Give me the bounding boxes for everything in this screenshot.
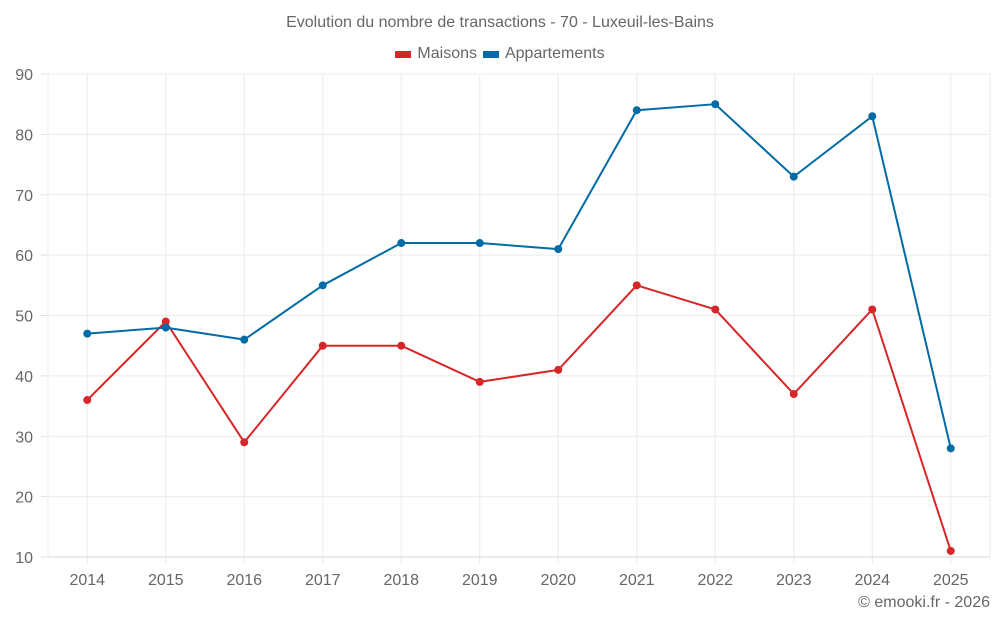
x-tick-label: 2024 [854, 572, 890, 589]
x-tick-label: 2016 [226, 572, 262, 589]
data-point-appartements [83, 329, 92, 338]
y-tick-label: 10 [15, 550, 33, 567]
y-tick-label: 80 [15, 127, 33, 144]
y-tick-label: 90 [15, 67, 33, 84]
legend: Maisons Appartements [0, 45, 1000, 63]
legend-item-appartements[interactable]: Appartements [482, 45, 605, 63]
series-group [83, 100, 955, 555]
y-tick-label: 60 [15, 248, 33, 265]
x-tick-label: 2020 [540, 572, 576, 589]
data-point-maisons [946, 546, 955, 555]
data-point-maisons [868, 305, 877, 314]
tick-labels: 10 20 30 40 50 60 70 80 90 2014 2015 2016 2017 2018 20… [15, 67, 968, 589]
x-tick-label: 2018 [383, 572, 419, 589]
data-point-appartements [711, 100, 720, 109]
data-point-appartements [789, 172, 798, 181]
x-tick-label: 2021 [619, 572, 655, 589]
data-point-appartements [475, 239, 484, 248]
x-tick-label: 2022 [697, 572, 733, 589]
data-point-appartements [868, 112, 877, 121]
data-point-appartements [318, 281, 327, 290]
y-tick-label: 70 [15, 188, 33, 205]
legend-label-appartements: Appartements [504, 45, 605, 62]
data-point-appartements [632, 106, 641, 115]
y-tick-label: 20 [15, 490, 33, 507]
legend-item-maisons[interactable]: Maisons [395, 45, 477, 63]
data-point-appartements [240, 335, 249, 344]
data-point-maisons [789, 389, 798, 398]
x-tick-label: 2023 [776, 572, 812, 589]
grid [41, 73, 990, 564]
x-tick-label: 2015 [148, 572, 184, 589]
data-point-maisons [83, 396, 92, 405]
legend-swatch-maisons [395, 50, 412, 58]
data-point-maisons [711, 305, 720, 314]
data-point-maisons [318, 341, 327, 350]
data-point-appartements [946, 444, 955, 453]
axes [47, 74, 991, 558]
y-tick-label: 30 [15, 429, 33, 446]
data-point-appartements [397, 239, 406, 248]
x-tick-label: 2025 [933, 572, 969, 589]
credit-text: © emooki.fr - 2026 [858, 594, 990, 611]
legend-swatch-appartements [482, 50, 499, 58]
chart-title: Evolution du nombre de transactions - 70… [286, 14, 714, 31]
data-point-maisons [632, 281, 641, 290]
data-point-maisons [475, 377, 484, 386]
series-line-maisons [86, 284, 952, 552]
data-point-maisons [397, 341, 406, 350]
data-point-maisons [161, 317, 170, 326]
x-tick-label: 2017 [305, 572, 341, 589]
data-point-appartements [554, 245, 563, 254]
y-tick-label: 50 [15, 309, 33, 326]
data-point-maisons [554, 365, 563, 374]
x-tick-label: 2019 [462, 572, 498, 589]
series-line-appartements [87, 103, 952, 449]
x-tick-label: 2014 [69, 572, 105, 589]
data-point-appartements [161, 323, 170, 332]
y-tick-label: 40 [15, 369, 33, 386]
legend-label-maisons: Maisons [417, 45, 477, 62]
data-point-maisons [240, 438, 249, 447]
